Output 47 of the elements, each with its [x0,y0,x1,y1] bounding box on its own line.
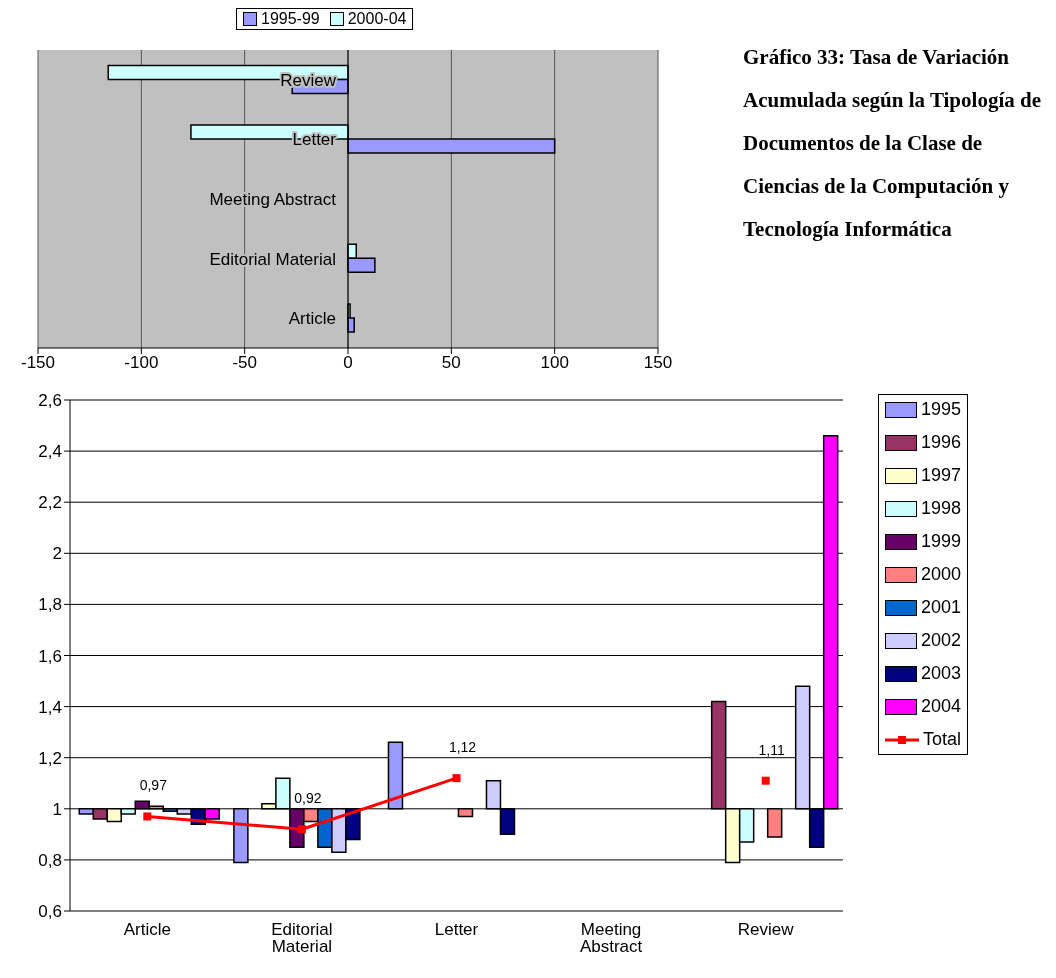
y-tick-label: Editorial Material [209,249,336,269]
y-tick-label: 0,8 [38,850,62,870]
legend-label: Total [923,729,962,750]
legend-label: 2000 [921,564,962,585]
legend-label: 2001 [921,597,962,618]
x-tick-label: 0 [343,353,353,373]
text: Gráfico 33: Tasa de Variación Acumulada según la Tipología de Documentos de la Clase de Ciencias de la Computación y Tecnología Informática [743,44,1042,243]
legend-label: 2003 [921,663,962,684]
x-tick-label: Review [737,920,795,940]
x-tick-label: -50 [232,353,257,373]
y-tick-label: 2,4 [38,442,62,462]
legend-label: 1995 [921,399,962,420]
y-tick-label: 1,2 [38,748,62,768]
legend-label: 1999 [921,531,962,552]
data-label: 1,11 [758,741,786,758]
x-tick-label: -150 [20,353,56,373]
point [297,825,306,834]
x-tick-label: Article [123,920,171,940]
x-tick-label: Meeting Abstract [579,920,643,957]
point [452,774,461,783]
legend-label: 1995-99 [261,10,320,28]
y-tick-label: Meeting Abstract [209,190,337,209]
legend-label: 1996 [921,432,962,453]
y-tick-label: 2 [52,544,62,564]
y-tick-label: 0,6 [38,902,62,922]
legend-label: 2000-04 [347,10,407,28]
x-tick-label: Letter [434,920,479,940]
legend-label: 1997 [921,465,962,486]
data-label: 0,92 [294,790,322,807]
point [761,776,770,785]
legend-label: 1998 [921,498,962,519]
data-label: 0,97 [139,777,168,794]
x-tick-label: -100 [124,353,159,373]
y-tick-label: 1 [52,799,62,819]
y-tick-label: 2,6 [38,391,62,411]
point [143,812,152,821]
x-tick-label: 100 [540,353,569,373]
legend-label: 2002 [921,630,962,651]
y-tick-label: Article [288,309,336,329]
legend-label: 2004 [921,696,962,717]
y-tick-label: 2,2 [38,493,62,513]
x-tick-label: 150 [643,353,673,373]
y-tick-label: 1,8 [38,595,62,615]
y-tick-label: 1,6 [38,646,62,666]
x-tick-label: 50 [441,353,461,373]
data-label: 1,12 [448,739,477,756]
y-tick-label: 1,4 [38,697,62,717]
